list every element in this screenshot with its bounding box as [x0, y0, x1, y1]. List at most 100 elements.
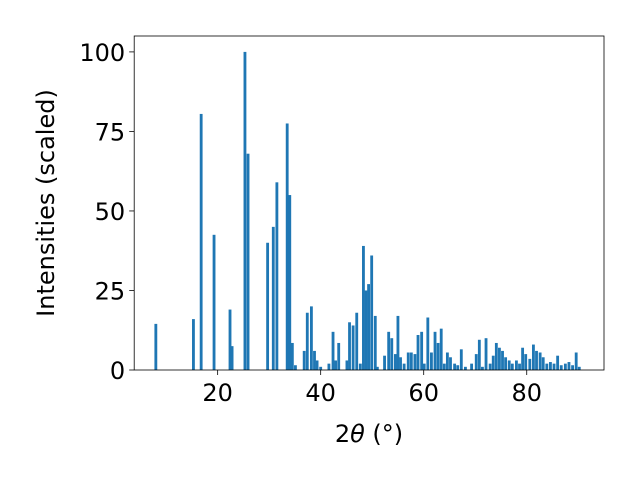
x-axis-label-unit: (°) — [365, 420, 403, 448]
bar — [420, 331, 424, 370]
bar — [393, 354, 397, 370]
bar — [510, 363, 514, 370]
bar — [266, 242, 270, 370]
bar — [246, 153, 250, 370]
bar — [413, 354, 417, 370]
bar — [528, 358, 532, 370]
bar — [230, 346, 234, 370]
y-tick-label: 75 — [95, 118, 126, 146]
bar — [464, 366, 467, 370]
bar — [552, 363, 556, 370]
bar — [362, 245, 365, 370]
bar — [474, 354, 478, 370]
bar — [494, 342, 498, 370]
y-tick-label: 25 — [95, 277, 126, 305]
bar — [275, 182, 279, 370]
bar — [199, 113, 203, 371]
bar — [449, 357, 452, 370]
bar — [426, 317, 430, 370]
y-tick-label: 0 — [110, 357, 125, 385]
bar — [571, 365, 574, 370]
bar — [212, 234, 216, 370]
bar — [302, 350, 306, 370]
bar — [243, 51, 247, 371]
y-tick-label: 50 — [95, 198, 126, 226]
x-tick-label: 40 — [305, 379, 336, 407]
bar — [453, 363, 457, 370]
bar — [535, 350, 538, 370]
bar — [442, 363, 446, 370]
bar — [491, 355, 495, 370]
bar — [367, 284, 370, 370]
bar — [355, 312, 359, 370]
plot-frame — [133, 35, 605, 371]
bar — [370, 255, 374, 370]
bar — [396, 315, 400, 370]
bar — [470, 363, 474, 370]
bar — [430, 352, 433, 370]
bar — [315, 360, 319, 370]
bar — [577, 366, 581, 370]
bar — [409, 352, 413, 370]
bar — [406, 352, 410, 370]
bar — [515, 360, 518, 370]
bar — [545, 363, 549, 370]
bar — [337, 342, 341, 370]
bar — [501, 350, 504, 370]
bar — [436, 342, 440, 370]
bar — [556, 355, 560, 370]
bar — [567, 362, 571, 370]
bar — [507, 360, 511, 370]
bar — [521, 347, 525, 370]
bar — [439, 328, 443, 370]
bar — [294, 365, 297, 370]
bar — [433, 331, 437, 370]
x-axis: 20 40 60 80 — [202, 370, 542, 407]
bar — [484, 338, 488, 370]
bar — [549, 362, 552, 370]
bar — [402, 363, 406, 370]
x-tick-label: 60 — [408, 379, 439, 407]
bar — [416, 335, 420, 370]
bar — [518, 363, 521, 370]
y-axis: 0 25 50 75 100 — [79, 39, 135, 385]
bar — [358, 363, 362, 370]
bar — [305, 312, 309, 370]
bar — [285, 123, 289, 370]
y-axis-label: Intensities (scaled) — [32, 89, 60, 317]
bar — [538, 352, 542, 370]
x-axis-label: 2θ (°) — [335, 420, 403, 448]
bar — [154, 323, 158, 370]
bar — [504, 357, 508, 370]
bar — [541, 357, 545, 370]
bar — [456, 365, 460, 370]
bar — [364, 290, 368, 370]
x-tick-label: 80 — [511, 379, 542, 407]
bar — [574, 352, 578, 370]
bar — [498, 347, 501, 370]
bar — [290, 342, 294, 370]
x-tick-label: 20 — [202, 379, 233, 407]
bar — [563, 363, 567, 370]
bar — [459, 349, 463, 370]
bar — [481, 366, 484, 370]
bar — [422, 363, 426, 370]
x-axis-label-theta: θ — [350, 420, 365, 448]
bar — [559, 365, 563, 370]
bar — [383, 355, 386, 370]
bar — [477, 339, 481, 370]
bar — [488, 363, 492, 370]
bar — [532, 344, 535, 370]
bar — [387, 331, 391, 370]
bar — [319, 366, 323, 370]
bar — [313, 350, 316, 370]
bar — [524, 354, 528, 370]
bar — [192, 319, 195, 370]
bars-group — [154, 51, 581, 371]
bar — [345, 360, 349, 370]
bar — [331, 331, 335, 370]
bar — [334, 360, 338, 370]
bar — [327, 363, 331, 370]
bar — [228, 309, 232, 370]
